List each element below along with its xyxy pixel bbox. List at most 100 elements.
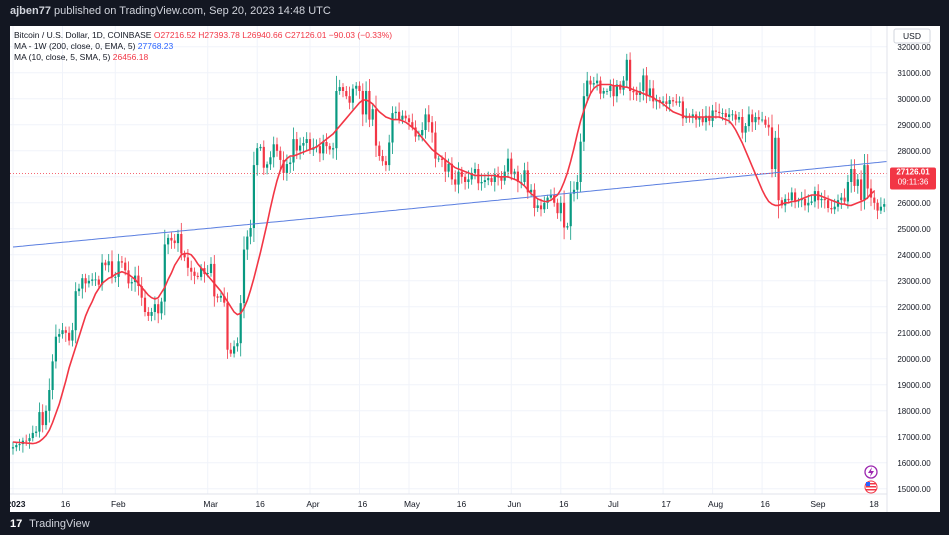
candle	[586, 71, 589, 104]
candle	[48, 378, 51, 423]
x-tick-label: Apr	[306, 499, 319, 509]
candle	[830, 201, 833, 214]
y-tick-label: 31000.00	[897, 69, 931, 78]
ma1-value: 27768.23	[137, 41, 174, 51]
candle	[513, 168, 516, 180]
candle	[279, 146, 282, 170]
candle	[61, 322, 64, 339]
x-tick-label: Feb	[111, 499, 126, 509]
candle	[325, 133, 328, 154]
candle	[853, 159, 856, 192]
legend-symbol-row: Bitcoin / U.S. Dollar, 1D, COINBASE O272…	[14, 30, 392, 41]
candle	[876, 199, 879, 220]
x-tick-label: Jul	[608, 499, 619, 509]
candlestick-chart[interactable]: 15000.00 16000.00 17000.00 18000.00 19000.00…	[7, 26, 940, 512]
candle	[566, 222, 569, 230]
candle	[823, 190, 826, 209]
candle	[431, 115, 434, 143]
candle	[361, 83, 364, 127]
ma2-value: 26456.18	[112, 52, 149, 62]
candle	[64, 326, 67, 342]
ohlc-low: L26940.66	[242, 30, 283, 40]
candle	[582, 83, 585, 152]
candle	[351, 84, 354, 110]
candle	[150, 307, 153, 322]
candle	[774, 130, 777, 177]
candle	[308, 132, 312, 154]
tradingview-logo-icon[interactable]: 17	[10, 518, 23, 531]
candle	[87, 275, 90, 288]
candle	[259, 144, 262, 151]
candle	[28, 433, 31, 449]
candle	[539, 198, 543, 217]
candle	[371, 103, 374, 127]
legend-ma1-row[interactable]: MA - 1W (200, close, 0, EMA, 5) 27768.23	[14, 41, 392, 52]
candle	[648, 79, 651, 102]
candles	[11, 52, 935, 455]
candle	[734, 110, 737, 126]
y-tick-label: 28000.00	[897, 147, 931, 156]
candle	[318, 137, 321, 162]
candle	[384, 155, 387, 172]
candle	[761, 111, 764, 123]
candle	[68, 326, 71, 346]
candle	[523, 162, 526, 187]
y-tick-label: 17000.00	[897, 433, 931, 442]
legend-ma2-row[interactable]: MA (10, close, 5, SMA, 5) 26456.18	[14, 52, 392, 63]
candle	[25, 434, 28, 446]
y-tick-label: 29000.00	[897, 121, 931, 130]
candle	[252, 151, 255, 242]
y-tick-label: 16000.00	[897, 459, 931, 468]
chart-panel[interactable]: 15000.00 16000.00 17000.00 18000.00 19000.00…	[7, 26, 940, 512]
candle	[695, 111, 698, 128]
ohlc-high: H27393.78	[198, 30, 240, 40]
candle	[675, 94, 678, 106]
y-tick-label: 20000.00	[897, 355, 931, 364]
publisher-name[interactable]: ajben77	[10, 5, 51, 17]
candle	[338, 79, 341, 95]
candle	[110, 250, 114, 284]
candle	[236, 337, 239, 352]
candle	[176, 229, 180, 252]
y-tick-label: 21000.00	[897, 329, 931, 338]
candle	[813, 186, 816, 208]
y-tick-label: 22000.00	[897, 303, 931, 312]
candle	[516, 165, 519, 193]
candle	[272, 136, 275, 168]
candle	[493, 168, 496, 192]
symbol-label[interactable]: Bitcoin / U.S. Dollar, 1D, COINBASE	[14, 30, 152, 40]
candle	[526, 161, 529, 199]
candle	[464, 173, 467, 190]
candle	[388, 134, 391, 171]
chart-legend: Bitcoin / U.S. Dollar, 1D, COINBASE O272…	[14, 30, 392, 63]
candle	[391, 106, 394, 154]
x-tick-label: Aug	[708, 499, 723, 509]
candle	[190, 260, 193, 281]
candle	[104, 259, 107, 271]
candle	[671, 97, 675, 107]
candle	[592, 76, 595, 88]
y-tick-label: 18000.00	[897, 407, 931, 416]
footer-brand[interactable]: TradingView	[29, 518, 90, 530]
x-tick-label: 16	[760, 499, 770, 509]
candle	[737, 111, 741, 123]
y-tick-label: 26000.00	[897, 199, 931, 208]
candle	[417, 130, 420, 141]
candle	[850, 159, 853, 193]
candle	[58, 328, 61, 343]
candle	[153, 296, 156, 321]
lightning-icon[interactable]	[864, 465, 878, 479]
publish-header: ajben77 published on TradingView.com, Se…	[0, 0, 949, 22]
x-tick-label: Sep	[810, 499, 825, 509]
currency-label[interactable]: USD	[903, 31, 921, 41]
candle	[81, 274, 84, 299]
candle	[473, 162, 477, 180]
candle	[44, 405, 48, 430]
us-flag-icon[interactable]	[864, 480, 878, 494]
candle	[589, 75, 592, 94]
candle	[820, 192, 823, 208]
candle	[167, 234, 170, 255]
x-tick-label: 2023	[10, 499, 26, 509]
candle	[483, 174, 486, 188]
x-tick-label: May	[404, 499, 421, 509]
